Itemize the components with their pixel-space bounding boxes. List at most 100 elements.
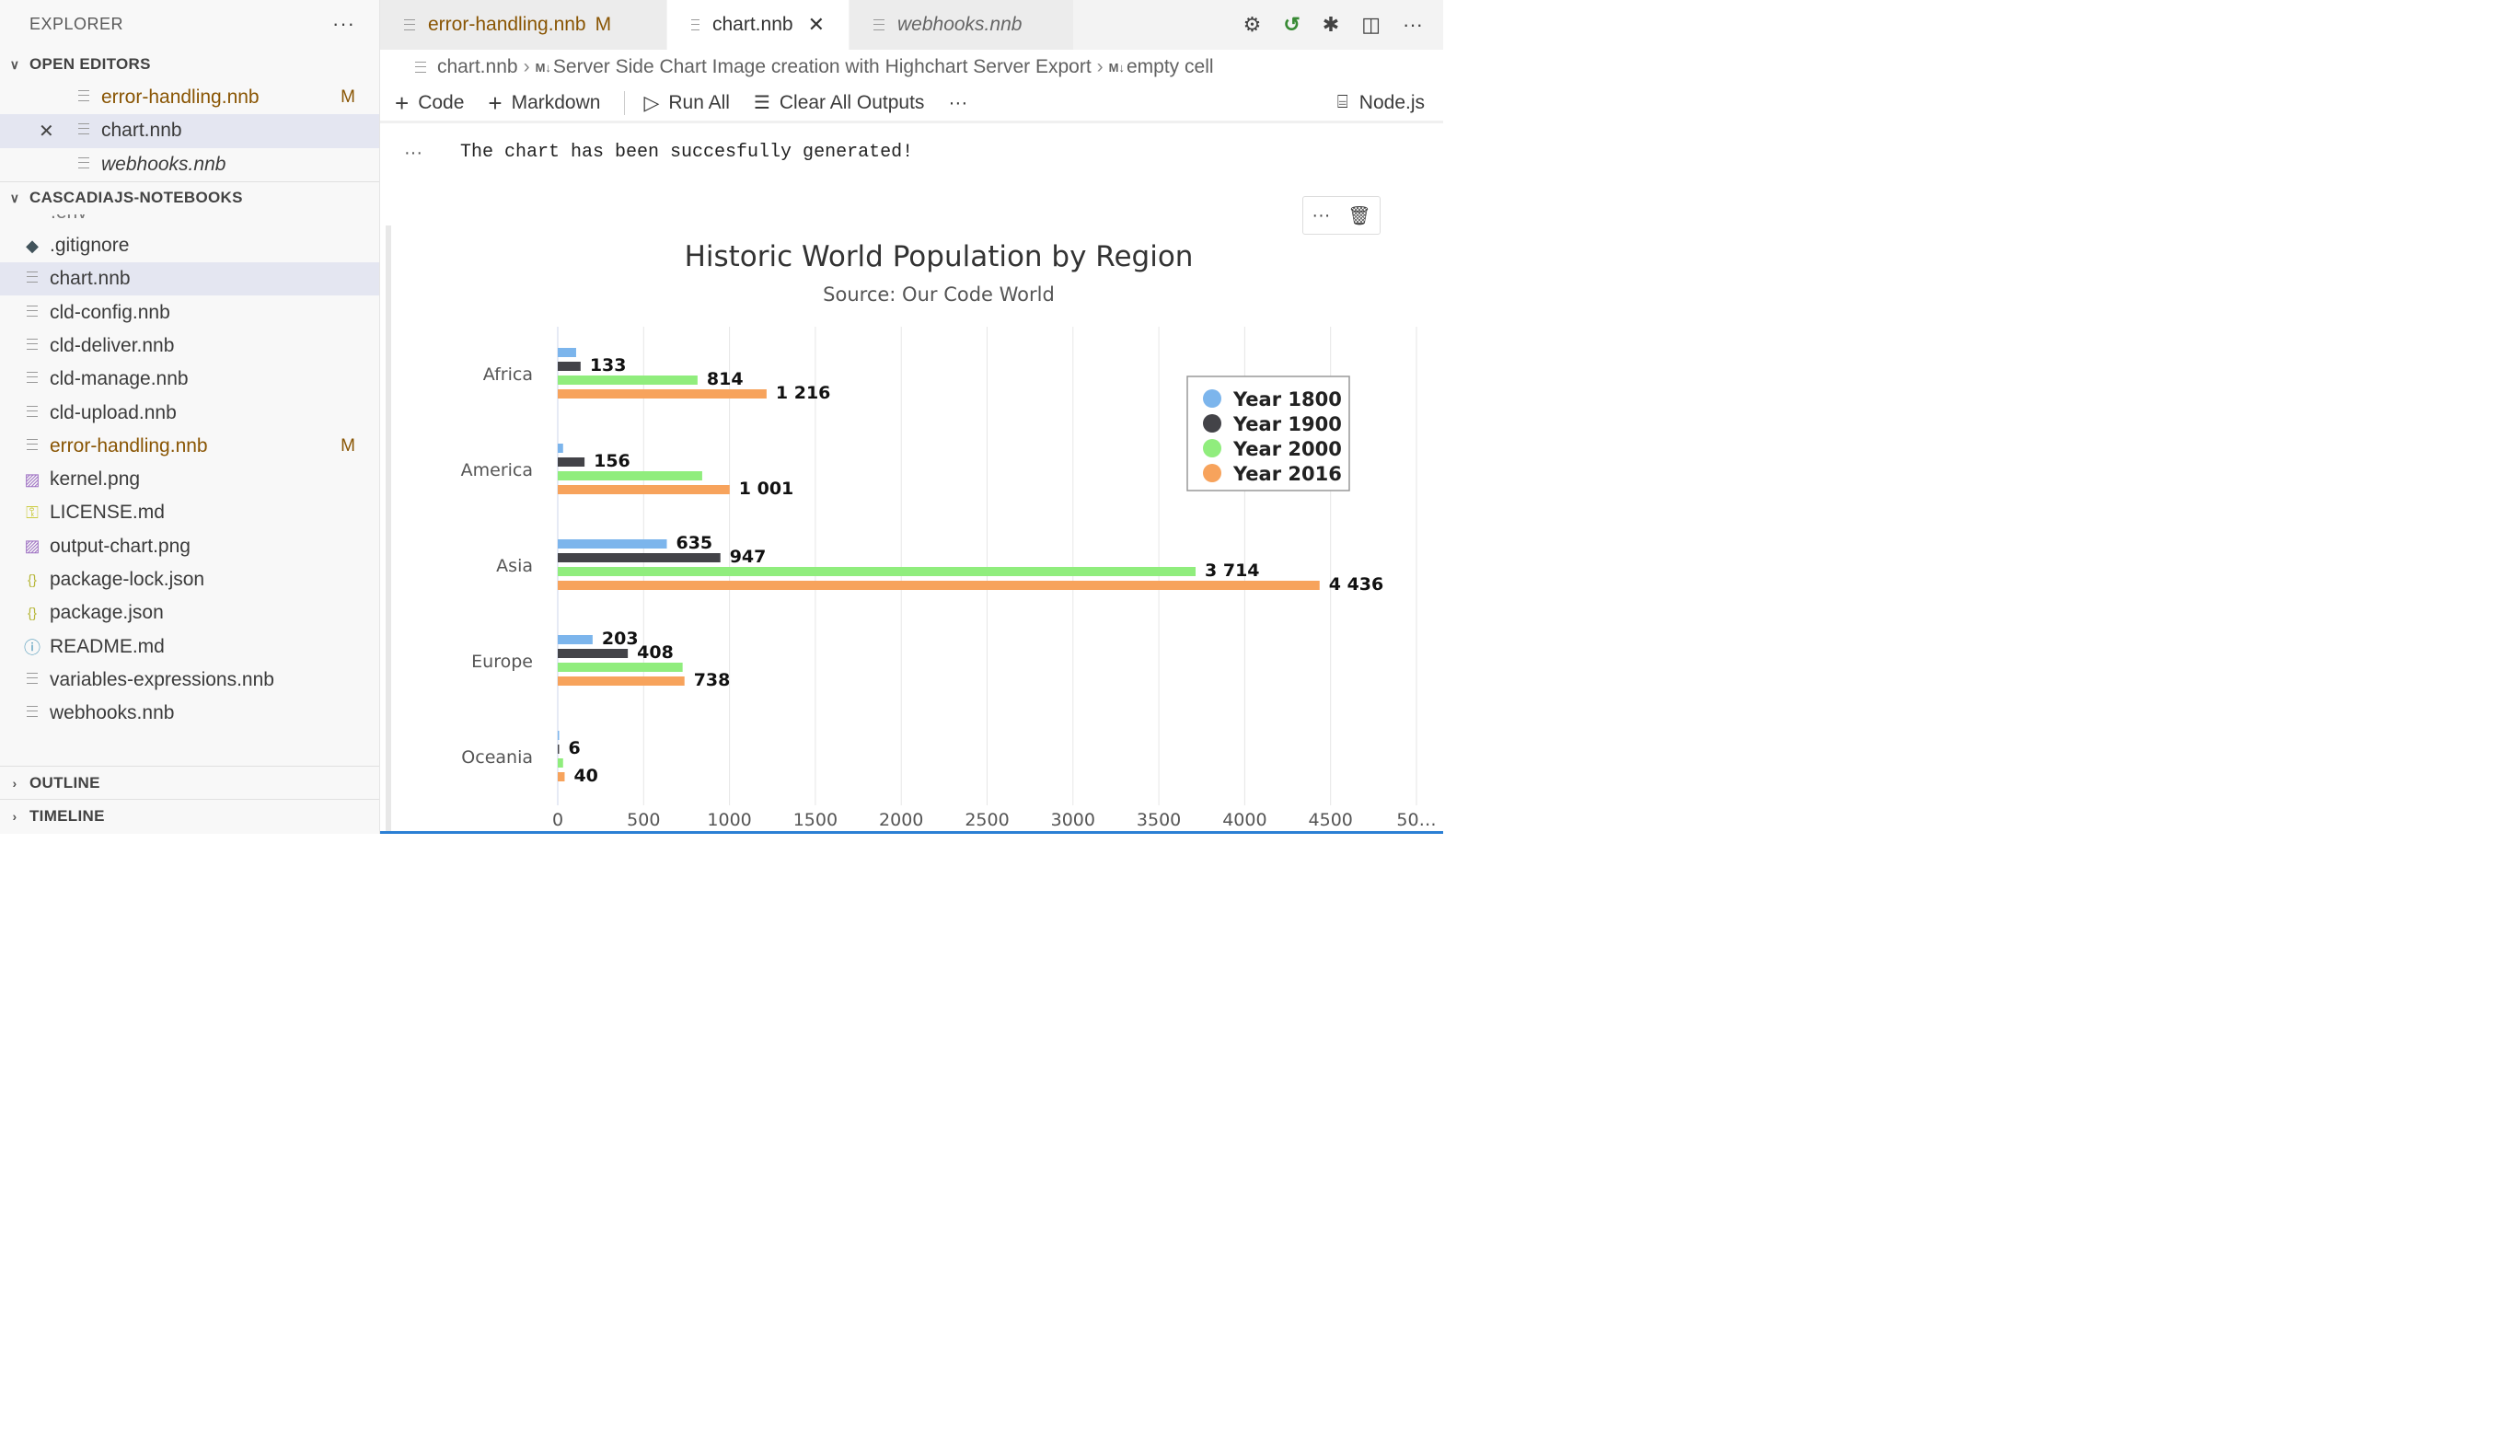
bar xyxy=(558,348,576,357)
restart-icon[interactable]: ↺ xyxy=(1283,13,1300,36)
file-item[interactable]: ⓘ README.md xyxy=(0,630,379,663)
file-label: LICENSE.md xyxy=(50,502,165,524)
legend-marker xyxy=(1203,439,1221,457)
file-item[interactable]: webhooks.nnb xyxy=(0,697,379,730)
notebook-lines-icon xyxy=(22,405,42,422)
workspace-header[interactable]: ∨ CASCADIAJS-NOTEBOOKS xyxy=(0,180,379,214)
chevron-right-icon: › xyxy=(12,775,17,791)
chart-title: Historic World Population by Region xyxy=(685,240,1194,273)
close-icon[interactable]: ✕ xyxy=(807,13,825,36)
file-label: cld-deliver.nnb xyxy=(50,334,175,356)
image-icon: ▨ xyxy=(24,537,40,556)
workspace-label: CASCADIAJS-NOTEBOOKS xyxy=(29,189,243,207)
data-label: 738 xyxy=(694,670,731,690)
x-tick-label: 2500 xyxy=(965,810,1009,830)
file-label: kernel.png xyxy=(50,468,141,491)
file-item[interactable]: chart.nnb xyxy=(0,262,379,296)
bar xyxy=(558,389,767,399)
chevron-right-icon: › xyxy=(523,56,530,77)
notebook-lines-icon xyxy=(74,156,94,173)
modified-badge: M xyxy=(595,14,612,35)
tab-chart[interactable]: chart.nnb ✕ xyxy=(667,0,850,50)
output-more-button[interactable]: ··· xyxy=(404,143,422,163)
legend-label: Year 1800 xyxy=(1232,388,1342,410)
tab-webhooks[interactable]: webhooks.nnb xyxy=(850,0,1074,50)
add-code-button[interactable]: + Code xyxy=(395,91,464,115)
more-actions-icon[interactable]: ··· xyxy=(1403,13,1423,36)
partial-file-label: .env xyxy=(51,214,87,224)
kernel-picker[interactable]: ⌸ Node.js xyxy=(1337,92,1425,114)
clear-outputs-label: Clear All Outputs xyxy=(779,91,925,113)
modified-badge: M xyxy=(341,435,355,456)
debug-icon[interactable]: ✱ xyxy=(1322,13,1340,36)
split-editor-icon[interactable]: ◫ xyxy=(1361,13,1381,36)
data-label: 156 xyxy=(594,451,630,471)
data-label: 203 xyxy=(602,629,639,649)
notebook-lines-icon xyxy=(22,705,42,722)
breadcrumb-section[interactable]: Server Side Chart Image creation with Hi… xyxy=(552,56,1092,77)
file-item[interactable]: cld-manage.nnb xyxy=(0,363,379,396)
file-item[interactable]: {} package.json xyxy=(0,596,379,630)
run-all-button[interactable]: ▷ Run All xyxy=(643,92,729,114)
bar xyxy=(558,745,560,754)
file-label: package.json xyxy=(50,602,164,624)
notebook-lines-icon xyxy=(22,271,42,287)
add-code-label: Code xyxy=(418,91,465,113)
bar xyxy=(558,471,702,480)
data-label: 133 xyxy=(590,355,627,376)
notebook-lines-icon xyxy=(691,19,699,30)
explorer-more-button[interactable]: ··· xyxy=(332,12,355,35)
image-icon: ▨ xyxy=(24,469,40,489)
chevron-right-icon: › xyxy=(12,808,17,824)
file-label: cld-config.nnb xyxy=(50,301,170,323)
data-label: 635 xyxy=(676,533,712,553)
editor-actions: ⚙ ↺ ✱ ◫ ··· xyxy=(1243,0,1423,50)
notebook-lines-icon xyxy=(22,371,42,387)
cell-more-button[interactable]: ··· xyxy=(1312,204,1331,225)
breadcrumb: chart.nnb › M↓ Server Side Chart Image c… xyxy=(380,50,1443,85)
open-editor-item-active[interactable]: ✕ chart.nnb xyxy=(0,114,379,148)
file-item[interactable]: variables-expressions.nnb xyxy=(0,664,379,697)
clear-outputs-button[interactable]: ☰ Clear All Outputs xyxy=(754,92,925,114)
add-markdown-button[interactable]: + Markdown xyxy=(488,91,600,115)
file-item[interactable]: ▨ output-chart.png xyxy=(0,530,379,563)
close-icon[interactable]: ✕ xyxy=(39,121,54,142)
open-editors-header[interactable]: ∨ OPEN EDITORS xyxy=(0,48,379,81)
file-label: cld-manage.nnb xyxy=(50,368,189,390)
tab-error-handling[interactable]: error-handling.nnb M xyxy=(380,0,667,50)
gear-icon[interactable]: ⚙ xyxy=(1243,13,1262,36)
trash-icon[interactable]: 🗑 xyxy=(1347,205,1371,226)
breadcrumb-cell[interactable]: empty cell xyxy=(1127,56,1214,77)
file-item[interactable]: ▨ kernel.png xyxy=(0,463,379,496)
breadcrumb-file[interactable]: chart.nnb xyxy=(437,56,518,77)
file-item[interactable]: cld-config.nnb xyxy=(0,295,379,329)
data-label: 6 xyxy=(569,738,581,758)
bar xyxy=(558,676,685,686)
file-item[interactable]: ◆ .gitignore xyxy=(0,229,379,262)
open-editor-item[interactable]: error-handling.nnb M xyxy=(0,81,379,114)
x-tick-label: 3500 xyxy=(1137,810,1181,830)
category-label: Oceania xyxy=(461,747,533,768)
notebook-lines-icon xyxy=(404,19,415,30)
bar xyxy=(558,376,698,385)
chevron-down-icon: ∨ xyxy=(9,56,20,72)
toolbar-divider xyxy=(624,90,626,115)
file-item[interactable]: cld-upload.nnb xyxy=(0,396,379,429)
bar xyxy=(558,539,667,549)
open-editor-item[interactable]: webhooks.nnb xyxy=(0,148,379,181)
category-label: Africa xyxy=(483,364,533,385)
file-item[interactable]: ⚿ LICENSE.md xyxy=(0,496,379,529)
legend-marker xyxy=(1203,464,1221,482)
markdown-icon: M↓ xyxy=(535,60,551,75)
file-item[interactable]: error-handling.nnb M xyxy=(0,430,379,463)
toolbar-more-button[interactable]: ··· xyxy=(948,92,967,114)
cell-output: ··· The chart has been succesfully gener… xyxy=(380,126,1443,834)
markdown-icon: M↓ xyxy=(1108,60,1125,75)
timeline-header[interactable]: › TIMELINE xyxy=(0,799,379,832)
chevron-down-icon: ∨ xyxy=(9,190,20,205)
file-item[interactable]: {} package-lock.json xyxy=(0,563,379,596)
outline-header[interactable]: › OUTLINE xyxy=(0,766,379,799)
x-tick-label: 4000 xyxy=(1222,810,1266,830)
file-item[interactable]: cld-deliver.nnb xyxy=(0,329,379,363)
category-label: Asia xyxy=(496,556,533,576)
